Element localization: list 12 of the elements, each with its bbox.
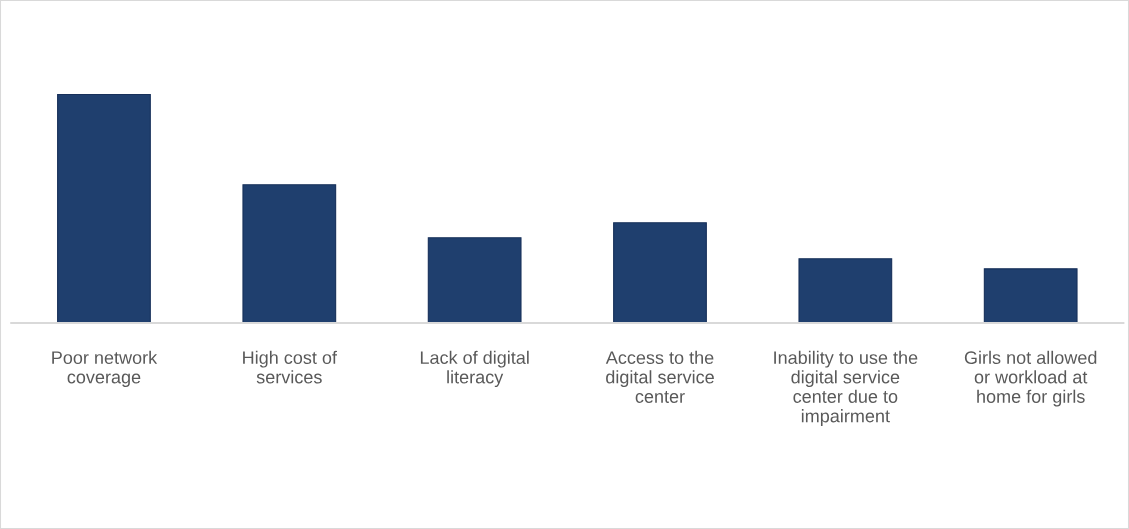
bar <box>798 258 893 323</box>
bar <box>57 93 151 323</box>
x-tick-label: Girls not allowed or workload at home for girls <box>964 350 1097 407</box>
bar <box>613 222 707 323</box>
x-tick-label: Lack of digital literacy <box>420 350 529 388</box>
x-tick-label: High cost of services <box>243 350 338 384</box>
x-tick-label: Poor network coverage <box>52 350 158 388</box>
x-tick-label: Access to the digital service center <box>605 350 714 403</box>
bar <box>983 268 1078 323</box>
bar <box>427 237 522 323</box>
bar <box>242 184 337 323</box>
x-tick-label: Inability to use the digital service center due to impairment <box>774 350 918 426</box>
